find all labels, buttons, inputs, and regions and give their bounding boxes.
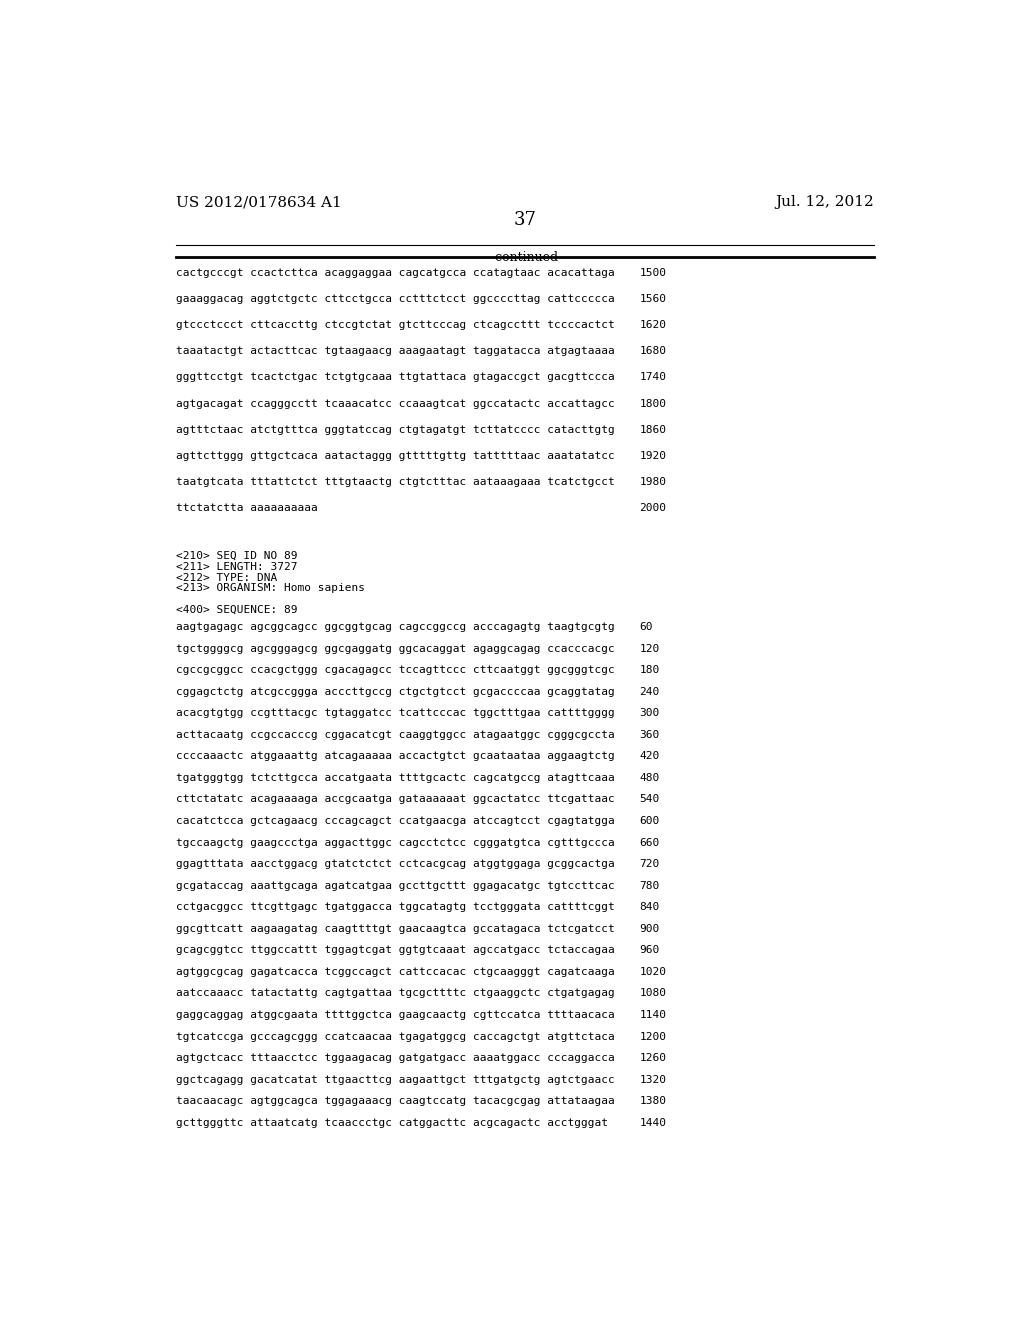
Text: gcgataccag aaattgcaga agatcatgaa gccttgcttt ggagacatgc tgtccttcac: gcgataccag aaattgcaga agatcatgaa gccttgc… — [176, 880, 614, 891]
Text: cactgcccgt ccactcttca acaggaggaa cagcatgcca ccatagtaac acacattaga: cactgcccgt ccactcttca acaggaggaa cagcatg… — [176, 268, 614, 277]
Text: 780: 780 — [640, 880, 659, 891]
Text: 1320: 1320 — [640, 1074, 667, 1085]
Text: 720: 720 — [640, 859, 659, 869]
Text: agttcttggg gttgctcaca aatactaggg gtttttgttg tatttttaac aaatatatcc: agttcttggg gttgctcaca aatactaggg gtttttg… — [176, 451, 614, 461]
Text: US 2012/0178634 A1: US 2012/0178634 A1 — [176, 195, 342, 210]
Text: cgccgcggcc ccacgctggg cgacagagcc tccagttccc cttcaatggt ggcgggtcgc: cgccgcggcc ccacgctggg cgacagagcc tccagtt… — [176, 665, 614, 675]
Text: cacatctcca gctcagaacg cccagcagct ccatgaacga atccagtcct cgagtatgga: cacatctcca gctcagaacg cccagcagct ccatgaa… — [176, 816, 614, 826]
Text: 1740: 1740 — [640, 372, 667, 383]
Text: 1500: 1500 — [640, 268, 667, 277]
Text: 1200: 1200 — [640, 1032, 667, 1041]
Text: agtggcgcag gagatcacca tcggccagct cattccacac ctgcaagggt cagatcaaga: agtggcgcag gagatcacca tcggccagct cattcca… — [176, 966, 614, 977]
Text: 120: 120 — [640, 644, 659, 653]
Text: ttctatctta aaaaaaaaaa: ttctatctta aaaaaaaaaa — [176, 503, 317, 513]
Text: <213> ORGANISM: Homo sapiens: <213> ORGANISM: Homo sapiens — [176, 583, 365, 594]
Text: taatgtcata tttattctct tttgtaactg ctgtctttac aataaagaaa tcatctgcct: taatgtcata tttattctct tttgtaactg ctgtctt… — [176, 478, 614, 487]
Text: 2000: 2000 — [640, 503, 667, 513]
Text: 660: 660 — [640, 838, 659, 847]
Text: 960: 960 — [640, 945, 659, 956]
Text: 1380: 1380 — [640, 1096, 667, 1106]
Text: 840: 840 — [640, 903, 659, 912]
Text: <210> SEQ ID NO 89: <210> SEQ ID NO 89 — [176, 552, 298, 561]
Text: <212> TYPE: DNA: <212> TYPE: DNA — [176, 573, 278, 582]
Text: 480: 480 — [640, 774, 659, 783]
Text: acttacaatg ccgccacccg cggacatcgt caaggtggcc atagaatggc cgggcgccta: acttacaatg ccgccacccg cggacatcgt caaggtg… — [176, 730, 614, 739]
Text: ggcgttcatt aagaagatag caagttttgt gaacaagtca gccatagaca tctcgatcct: ggcgttcatt aagaagatag caagttttgt gaacaag… — [176, 924, 614, 933]
Text: gaggcaggag atggcgaata ttttggctca gaagcaactg cgttccatca ttttaacaca: gaggcaggag atggcgaata ttttggctca gaagcaa… — [176, 1010, 614, 1020]
Text: tgtcatccga gcccagcggg ccatcaacaa tgagatggcg caccagctgt atgttctaca: tgtcatccga gcccagcggg ccatcaacaa tgagatg… — [176, 1032, 614, 1041]
Text: 1920: 1920 — [640, 451, 667, 461]
Text: Jul. 12, 2012: Jul. 12, 2012 — [775, 195, 873, 210]
Text: gcttgggttc attaatcatg tcaaccctgc catggacttc acgcagactc acctgggat: gcttgggttc attaatcatg tcaaccctgc catggac… — [176, 1118, 608, 1127]
Text: 900: 900 — [640, 924, 659, 933]
Text: 1980: 1980 — [640, 478, 667, 487]
Text: <211> LENGTH: 3727: <211> LENGTH: 3727 — [176, 562, 298, 572]
Text: 540: 540 — [640, 795, 659, 804]
Text: taacaacagc agtggcagca tggagaaacg caagtccatg tacacgcgag attataagaa: taacaacagc agtggcagca tggagaaacg caagtcc… — [176, 1096, 614, 1106]
Text: cctgacggcc ttcgttgagc tgatggacca tggcatagtg tcctgggata cattttcggt: cctgacggcc ttcgttgagc tgatggacca tggcata… — [176, 903, 614, 912]
Text: 1620: 1620 — [640, 321, 667, 330]
Text: 1680: 1680 — [640, 346, 667, 356]
Text: <400> SEQUENCE: 89: <400> SEQUENCE: 89 — [176, 605, 298, 615]
Text: tgatgggtgg tctcttgcca accatgaata ttttgcactc cagcatgccg atagttcaaa: tgatgggtgg tctcttgcca accatgaata ttttgca… — [176, 774, 614, 783]
Text: 600: 600 — [640, 816, 659, 826]
Text: gggttcctgt tcactctgac tctgtgcaaa ttgtattaca gtagaccgct gacgttccca: gggttcctgt tcactctgac tctgtgcaaa ttgtatt… — [176, 372, 614, 383]
Text: 1860: 1860 — [640, 425, 667, 434]
Text: gaaaggacag aggtctgctc cttcctgcca cctttctcct ggccccttag cattccccca: gaaaggacag aggtctgctc cttcctgcca cctttct… — [176, 294, 614, 304]
Text: aagtgagagc agcggcagcc ggcggtgcag cagccggccg acccagagtg taagtgcgtg: aagtgagagc agcggcagcc ggcggtgcag cagccgg… — [176, 622, 614, 632]
Text: aatccaaacc tatactattg cagtgattaa tgcgcttttc ctgaaggctc ctgatgagag: aatccaaacc tatactattg cagtgattaa tgcgctt… — [176, 989, 614, 998]
Text: 1140: 1140 — [640, 1010, 667, 1020]
Text: 300: 300 — [640, 708, 659, 718]
Text: agtgacagat ccagggcctt tcaaacatcc ccaaagtcat ggccatactc accattagcc: agtgacagat ccagggcctt tcaaacatcc ccaaagt… — [176, 399, 614, 409]
Text: cttctatatc acagaaaaga accgcaatga gataaaaaat ggcactatcc ttcgattaac: cttctatatc acagaaaaga accgcaatga gataaaa… — [176, 795, 614, 804]
Text: -continued: -continued — [492, 251, 558, 264]
Text: 37: 37 — [513, 211, 537, 228]
Text: tgccaagctg gaagccctga aggacttggc cagcctctcc cgggatgtca cgtttgccca: tgccaagctg gaagccctga aggacttggc cagcctc… — [176, 838, 614, 847]
Text: ggctcagagg gacatcatat ttgaacttcg aagaattgct tttgatgctg agtctgaacc: ggctcagagg gacatcatat ttgaacttcg aagaatt… — [176, 1074, 614, 1085]
Text: tgctggggcg agcgggagcg ggcgaggatg ggcacaggat agaggcagag ccacccacgc: tgctggggcg agcgggagcg ggcgaggatg ggcacag… — [176, 644, 614, 653]
Text: cggagctctg atcgccggga acccttgccg ctgctgtcct gcgaccccaa gcaggtatag: cggagctctg atcgccggga acccttgccg ctgctgt… — [176, 686, 614, 697]
Text: ccccaaactc atggaaattg atcagaaaaa accactgtct gcaataataa aggaagtctg: ccccaaactc atggaaattg atcagaaaaa accactg… — [176, 751, 614, 762]
Text: 1440: 1440 — [640, 1118, 667, 1127]
Text: 1080: 1080 — [640, 989, 667, 998]
Text: 240: 240 — [640, 686, 659, 697]
Text: ggagtttata aacctggacg gtatctctct cctcacgcag atggtggaga gcggcactga: ggagtttata aacctggacg gtatctctct cctcacg… — [176, 859, 614, 869]
Text: agtttctaac atctgtttca gggtatccag ctgtagatgt tcttatcccc catacttgtg: agtttctaac atctgtttca gggtatccag ctgtaga… — [176, 425, 614, 434]
Text: gtccctccct cttcaccttg ctccgtctat gtcttcccag ctcagccttt tccccactct: gtccctccct cttcaccttg ctccgtctat gtcttcc… — [176, 321, 614, 330]
Text: agtgctcacc tttaacctcc tggaagacag gatgatgacc aaaatggacc cccaggacca: agtgctcacc tttaacctcc tggaagacag gatgatg… — [176, 1053, 614, 1063]
Text: 1260: 1260 — [640, 1053, 667, 1063]
Text: 180: 180 — [640, 665, 659, 675]
Text: 1020: 1020 — [640, 966, 667, 977]
Text: 1560: 1560 — [640, 294, 667, 304]
Text: taaatactgt actacttcac tgtaagaacg aaagaatagt taggatacca atgagtaaaa: taaatactgt actacttcac tgtaagaacg aaagaat… — [176, 346, 614, 356]
Text: acacgtgtgg ccgtttacgc tgtaggatcc tcattcccac tggctttgaa cattttgggg: acacgtgtgg ccgtttacgc tgtaggatcc tcattcc… — [176, 708, 614, 718]
Text: gcagcggtcc ttggccattt tggagtcgat ggtgtcaaat agccatgacc tctaccagaa: gcagcggtcc ttggccattt tggagtcgat ggtgtca… — [176, 945, 614, 956]
Text: 420: 420 — [640, 751, 659, 762]
Text: 1800: 1800 — [640, 399, 667, 409]
Text: 60: 60 — [640, 622, 653, 632]
Text: 360: 360 — [640, 730, 659, 739]
